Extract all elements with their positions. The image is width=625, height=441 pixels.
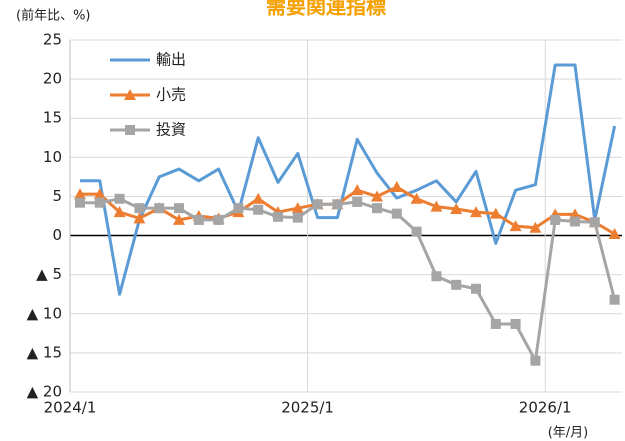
marker xyxy=(193,214,204,225)
legend-label: 投資 xyxy=(156,121,186,139)
y-tick-label: 0 xyxy=(52,226,62,244)
y-tick-label: 20 xyxy=(43,70,62,88)
y-tick-label: ▲ 10 xyxy=(27,304,62,322)
y-tick-label: ▲ 20 xyxy=(27,383,62,401)
marker xyxy=(174,203,184,214)
legend-label: 小売 xyxy=(156,86,186,104)
marker xyxy=(371,190,383,202)
y-tick-label: 5 xyxy=(52,187,62,205)
marker xyxy=(134,203,145,214)
marker xyxy=(213,214,224,225)
marker xyxy=(411,226,422,237)
marker xyxy=(75,197,85,208)
marker xyxy=(273,211,283,222)
marker xyxy=(114,193,125,204)
legend-marker xyxy=(124,89,136,100)
marker xyxy=(470,206,482,218)
marker xyxy=(550,214,561,225)
series-line xyxy=(80,197,617,363)
marker xyxy=(74,188,86,200)
legend-label: 輸出 xyxy=(156,51,186,69)
marker xyxy=(94,197,105,208)
marker xyxy=(609,294,620,305)
chart-title: 需要関連指標 xyxy=(266,0,386,19)
marker xyxy=(291,202,304,214)
marker xyxy=(509,220,522,232)
marker xyxy=(391,208,402,219)
marker xyxy=(154,203,165,214)
marker xyxy=(352,196,363,207)
marker xyxy=(372,203,382,214)
marker xyxy=(351,184,364,196)
y-tick-label: 25 xyxy=(43,31,62,49)
marker xyxy=(570,216,580,227)
marker xyxy=(312,199,323,210)
marker xyxy=(608,227,621,239)
marker xyxy=(589,217,600,228)
y-tick-label: 15 xyxy=(43,109,62,127)
marker xyxy=(510,318,521,329)
legend-marker xyxy=(125,125,135,135)
y-tick-label: ▲ 15 xyxy=(27,343,62,361)
y-axis-label: (前年比、%) xyxy=(16,8,91,24)
marker xyxy=(252,192,265,204)
marker xyxy=(233,203,244,214)
marker xyxy=(390,181,403,193)
marker xyxy=(530,355,541,366)
x-tick-label: 2026/1 xyxy=(519,399,572,417)
marker xyxy=(133,212,146,224)
marker xyxy=(490,318,501,329)
x-tick-label: 2024/1 xyxy=(44,399,97,417)
marker xyxy=(489,207,502,219)
marker xyxy=(450,202,463,214)
series-line xyxy=(80,185,616,236)
marker xyxy=(292,212,303,223)
x-axis-label: (年/月) xyxy=(548,426,589,441)
y-tick-label: ▲ 5 xyxy=(36,265,62,283)
x-tick-label: 2025/1 xyxy=(281,399,334,417)
y-tick-label: 10 xyxy=(43,148,62,166)
marker xyxy=(93,188,106,200)
marker xyxy=(431,271,442,282)
marker xyxy=(451,279,462,290)
marker xyxy=(410,192,423,204)
marker xyxy=(529,221,542,233)
marker xyxy=(113,206,126,218)
marker xyxy=(471,283,481,294)
marker xyxy=(173,213,185,225)
marker xyxy=(332,199,343,210)
marker xyxy=(253,204,264,215)
marker xyxy=(430,200,443,212)
series-line xyxy=(80,63,617,296)
